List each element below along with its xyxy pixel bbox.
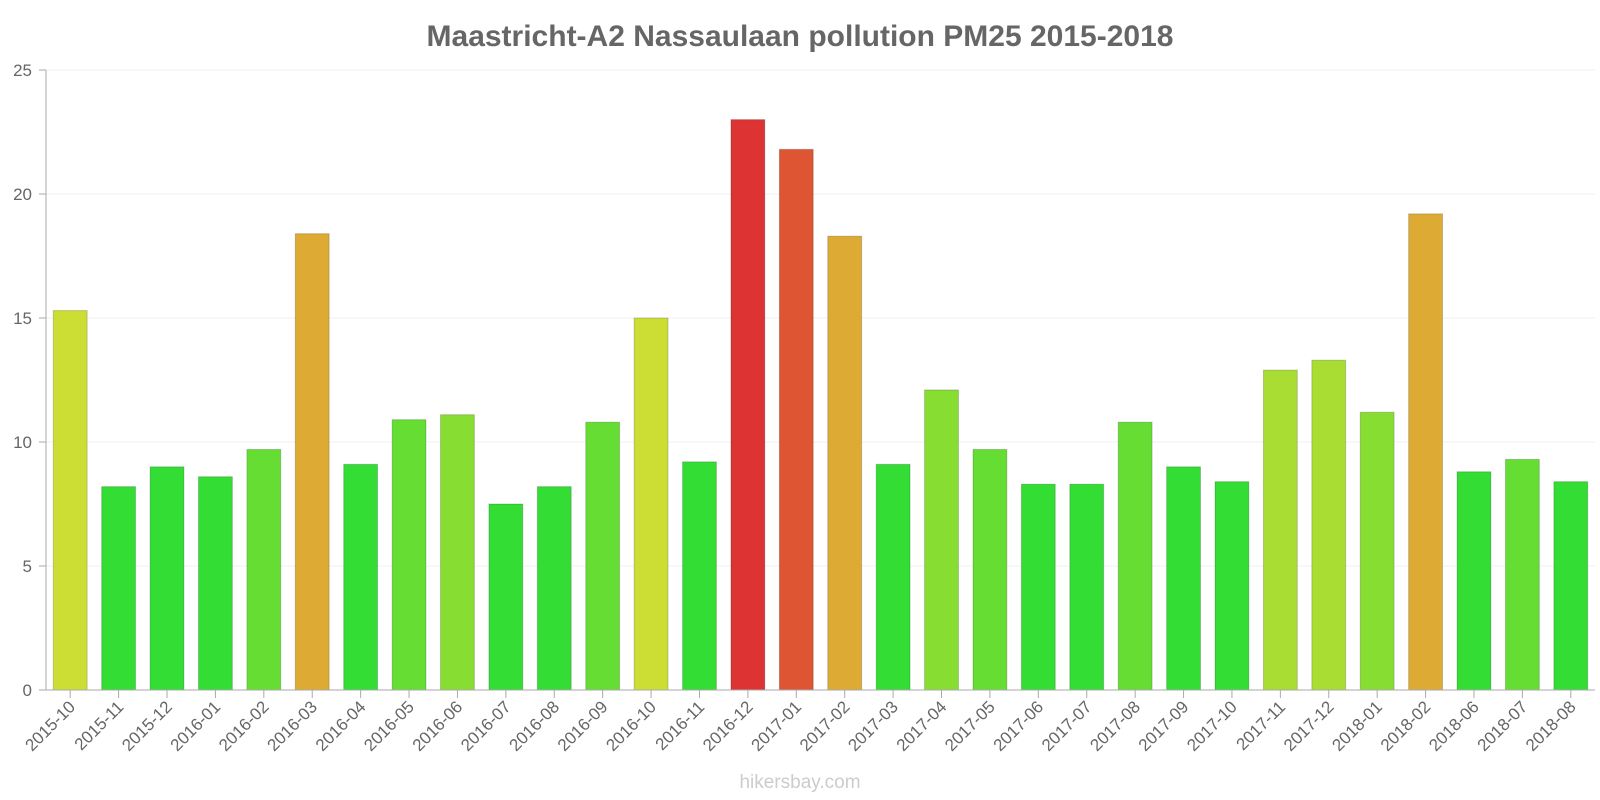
x-tick-label: 2016-05 <box>360 697 418 755</box>
y-tick-label: 5 <box>23 557 32 576</box>
bar-2017-08[interactable]: 2017-08: 10.8 <box>1117 421 1153 691</box>
bar-2018-06[interactable]: 2018-06: 8.8 <box>1456 471 1492 691</box>
x-tick-label: 2017-02 <box>796 697 854 755</box>
x-tick-label: 2018-08 <box>1522 697 1580 755</box>
bar-2015-10[interactable]: 2015-10: 15.3 <box>52 310 88 691</box>
bar-2016-01[interactable]: 2016-01: 8.6 <box>197 476 233 691</box>
x-tick-label: 2017-09 <box>1135 697 1193 755</box>
bar-2017-05[interactable]: 2017-05: 9.7 <box>972 448 1008 691</box>
bar-2017-03[interactable]: 2017-03: 9.1 <box>875 463 911 691</box>
bar-2017-01[interactable]: 2017-01: 21.8 <box>778 148 814 691</box>
x-tick-label: 2016-02 <box>215 697 273 755</box>
chart-title: Maastricht-A2 Nassaulaan pollution PM25 … <box>427 20 1174 53</box>
x-tick-label: 2015-12 <box>118 697 176 755</box>
bar-2017-06[interactable]: 2017-06: 8.3 <box>1020 483 1056 691</box>
x-tick-label: 2017-07 <box>1038 697 1096 755</box>
x-tick-label: 2017-03 <box>844 697 902 755</box>
y-tick-label: 25 <box>13 61 32 80</box>
bar-2017-11[interactable]: 2017-11: 12.9 <box>1262 369 1298 691</box>
x-tick-label: 2016-08 <box>506 697 564 755</box>
x-tick-label: 2016-01 <box>167 697 225 755</box>
x-tick-label: 2016-09 <box>554 697 612 755</box>
bar-2018-02[interactable]: 2018-02: 19.2 <box>1408 213 1444 691</box>
x-tick-label: 2018-06 <box>1425 697 1483 755</box>
bar-2016-02[interactable]: 2016-02: 9.7 <box>246 448 282 691</box>
x-tick-label: 2017-08 <box>1086 697 1144 755</box>
bar-2015-11[interactable]: 2015-11: 8.2 <box>101 486 137 691</box>
x-tick-label: 2018-02 <box>1377 697 1435 755</box>
bar-2017-12[interactable]: 2017-12: 13.3 <box>1311 359 1347 691</box>
x-tick-labels: 2015-102015-112015-122016-012016-022016-… <box>21 697 1579 755</box>
x-tick-label: 2015-11 <box>71 697 128 754</box>
x-tick-label: 2018-01 <box>1328 697 1386 755</box>
bar-2017-02[interactable]: 2017-02: 18.3 <box>827 235 863 691</box>
bar-2017-04[interactable]: 2017-04: 12.1 <box>924 389 959 691</box>
x-tick-label: 2016-06 <box>409 697 467 755</box>
bar-2018-07[interactable]: 2018-07: 9.3 <box>1504 458 1540 691</box>
y-tick-label: 20 <box>13 185 32 204</box>
y-tick-label: 10 <box>13 433 32 452</box>
bar-2016-11[interactable]: 2016-11: 9.2 <box>682 461 717 691</box>
bar-2018-01[interactable]: 2018-01: 11.2 <box>1359 411 1395 691</box>
x-tick-label: 2017-05 <box>941 697 999 755</box>
x-tick-label: 2017-01 <box>748 697 806 755</box>
x-tick-label: 2017-06 <box>990 697 1048 755</box>
x-tick-label: 2017-10 <box>1183 697 1241 755</box>
x-tick-label: 2017-11 <box>1233 697 1290 754</box>
axes <box>45 70 1595 691</box>
bar-2016-10[interactable]: 2016-10: 15 <box>633 317 669 691</box>
bar-2016-12[interactable]: 2016-12: 23 <box>730 119 766 691</box>
bar-2016-04[interactable]: 2016-04: 9.1 <box>343 463 379 691</box>
bar-2015-12[interactable]: 2015-12: 9 <box>149 466 185 691</box>
bar-2016-06[interactable]: 2016-06: 11.1 <box>440 414 475 691</box>
watermark: hikersbay.com <box>739 772 860 793</box>
y-tick-label: 0 <box>23 681 32 700</box>
x-tick-label: 2017-12 <box>1280 697 1338 755</box>
bar-2017-07[interactable]: 2017-07: 8.3 <box>1069 483 1105 691</box>
x-tick-label: 2015-10 <box>21 697 79 755</box>
x-tick-label: 2018-07 <box>1474 697 1532 755</box>
x-tick-label: 2016-10 <box>602 697 660 755</box>
x-tick-label: 2017-04 <box>893 697 951 755</box>
x-tick-label: 2016-04 <box>312 697 370 755</box>
y-tick-labels: 0 5 10 15 20 25 <box>13 61 32 700</box>
bar-2016-07[interactable]: 2016-07: 7.5 <box>488 503 524 691</box>
bar-2017-09[interactable]: 2017-09: 9 <box>1166 466 1201 691</box>
bar-2017-10[interactable]: 2017-10: 8.4 <box>1214 481 1250 691</box>
bar-2016-08[interactable]: 2016-08: 8.2 <box>536 486 572 691</box>
bar-2016-05[interactable]: 2016-05: 10.9 <box>391 419 427 691</box>
x-tick-label: 2016-12 <box>699 697 757 755</box>
x-tick-label: 2016-03 <box>264 697 322 755</box>
bar-2016-03[interactable]: 2016-03: 18.4 <box>294 233 330 691</box>
bars: 2015-10: 15.3 2015-11: 8.2 2015-12: 9 2016-… <box>52 119 1589 691</box>
x-tick-label: 2016-11 <box>652 697 709 754</box>
bar-2018-08[interactable]: 2018-08: 8.4 <box>1553 481 1589 691</box>
bar-2016-09[interactable]: 2016-09: 10.8 <box>585 421 621 691</box>
y-tick-label: 15 <box>13 309 32 328</box>
x-tick-label: 2016-07 <box>457 697 515 755</box>
